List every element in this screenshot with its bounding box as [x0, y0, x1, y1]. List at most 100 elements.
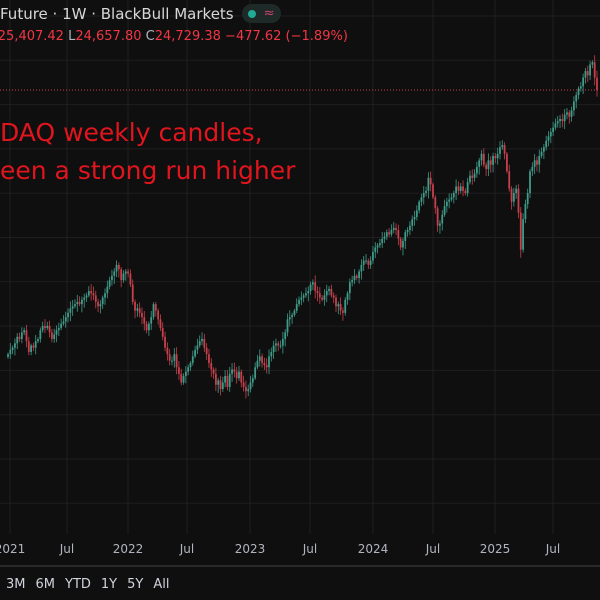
candle-body [374, 247, 377, 252]
candle-body [180, 373, 183, 383]
candle-body [48, 325, 51, 333]
candle-body [524, 203, 527, 220]
candle-body [325, 291, 328, 296]
candle-body [242, 382, 245, 387]
candle-body [411, 219, 414, 226]
candle-body [316, 291, 319, 294]
candle-body [115, 264, 118, 272]
status-badges[interactable]: ≈ [241, 4, 281, 23]
candle-body [508, 171, 511, 189]
candle-body [265, 365, 268, 368]
range-button-1y[interactable]: 1Y [100, 577, 118, 592]
candle-body [388, 232, 391, 235]
candle-body [542, 147, 545, 152]
candle-body [44, 325, 46, 329]
close-value: 24,729.38 [154, 29, 221, 44]
candle-body [383, 236, 386, 239]
candle-body [362, 260, 365, 265]
candle-body [335, 297, 337, 307]
candle-body [238, 371, 240, 379]
candle-body [385, 232, 388, 237]
range-button-all[interactable]: All [153, 577, 170, 592]
candle-body [11, 347, 14, 350]
candle-body [224, 375, 227, 383]
range-button-3m[interactable]: 3M [6, 577, 26, 592]
candle-body [111, 275, 113, 281]
candle-body [561, 118, 564, 122]
candle-body [23, 330, 26, 333]
candle-body [212, 369, 215, 374]
candle-body [191, 356, 194, 363]
candle-body [589, 64, 591, 76]
candle-body [503, 145, 506, 154]
candle-body [510, 188, 513, 202]
candle-body [76, 301, 79, 305]
candle-body [152, 304, 155, 318]
price-chart[interactable] [0, 0, 600, 534]
candle-body [577, 88, 580, 96]
candle-body [330, 288, 333, 296]
candle-body [492, 155, 494, 165]
candle-body [7, 354, 9, 357]
high-value: 25,407.42 [0, 29, 64, 44]
candle-body [441, 214, 444, 224]
symbol-title[interactable]: Future · 1W · BlackBull Markets [0, 4, 234, 23]
candle-body [55, 330, 58, 335]
candle-body [136, 308, 139, 311]
candle-body [473, 173, 476, 178]
candle-body [134, 301, 136, 311]
candle-body [284, 332, 287, 339]
x-axis-label: 2023 [234, 542, 266, 556]
candle-body [378, 243, 381, 246]
candle-body [469, 175, 471, 183]
candle-body [277, 343, 280, 346]
x-axis-label: 2024 [357, 542, 389, 556]
candle-body [455, 186, 458, 194]
candle-body [429, 177, 432, 185]
ohlc-readout: H25,407.42 L24,657.80 C24,729.38 −477.62… [0, 29, 348, 44]
candle-body [372, 251, 374, 261]
candle-body [418, 201, 421, 211]
range-button-ytd[interactable]: YTD [65, 577, 91, 592]
candle-body [547, 136, 550, 141]
candle-body [425, 190, 427, 194]
candle-body [459, 186, 462, 191]
candle-body [566, 112, 568, 115]
candle-body [189, 362, 192, 368]
range-button-6m[interactable]: 6M [35, 577, 56, 592]
x-axis-label: 2022 [112, 542, 144, 556]
candle-body [545, 140, 548, 148]
range-button-5y[interactable]: 5Y [127, 577, 144, 592]
candle-body [448, 199, 451, 202]
candle-body [83, 297, 86, 300]
candle-body [337, 304, 340, 307]
candle-body [399, 238, 402, 248]
candle-body [531, 166, 534, 172]
candle-body [143, 317, 146, 324]
candle-body [432, 184, 434, 198]
candle-body [501, 145, 504, 148]
x-axis-label: Jul [179, 542, 195, 556]
candle-body [291, 315, 294, 318]
candle-body [415, 210, 418, 217]
candle-body [536, 160, 538, 165]
candle-body [485, 164, 488, 170]
candle-body [339, 304, 342, 311]
candle-body [369, 260, 372, 265]
candle-body [173, 354, 176, 361]
candle-body [138, 308, 141, 313]
candle-body [466, 182, 469, 194]
candle-body [475, 166, 478, 174]
candle-body [57, 328, 60, 331]
candle-body [221, 382, 224, 390]
candle-body [106, 286, 109, 294]
candle-body [404, 232, 407, 241]
candle-body [305, 293, 307, 296]
candle-body [351, 280, 354, 283]
divider [0, 565, 600, 567]
candle-body [570, 110, 573, 117]
candle-body [348, 282, 351, 294]
candle-body [328, 288, 330, 292]
candle-body [231, 369, 233, 374]
candle-body [489, 160, 492, 165]
